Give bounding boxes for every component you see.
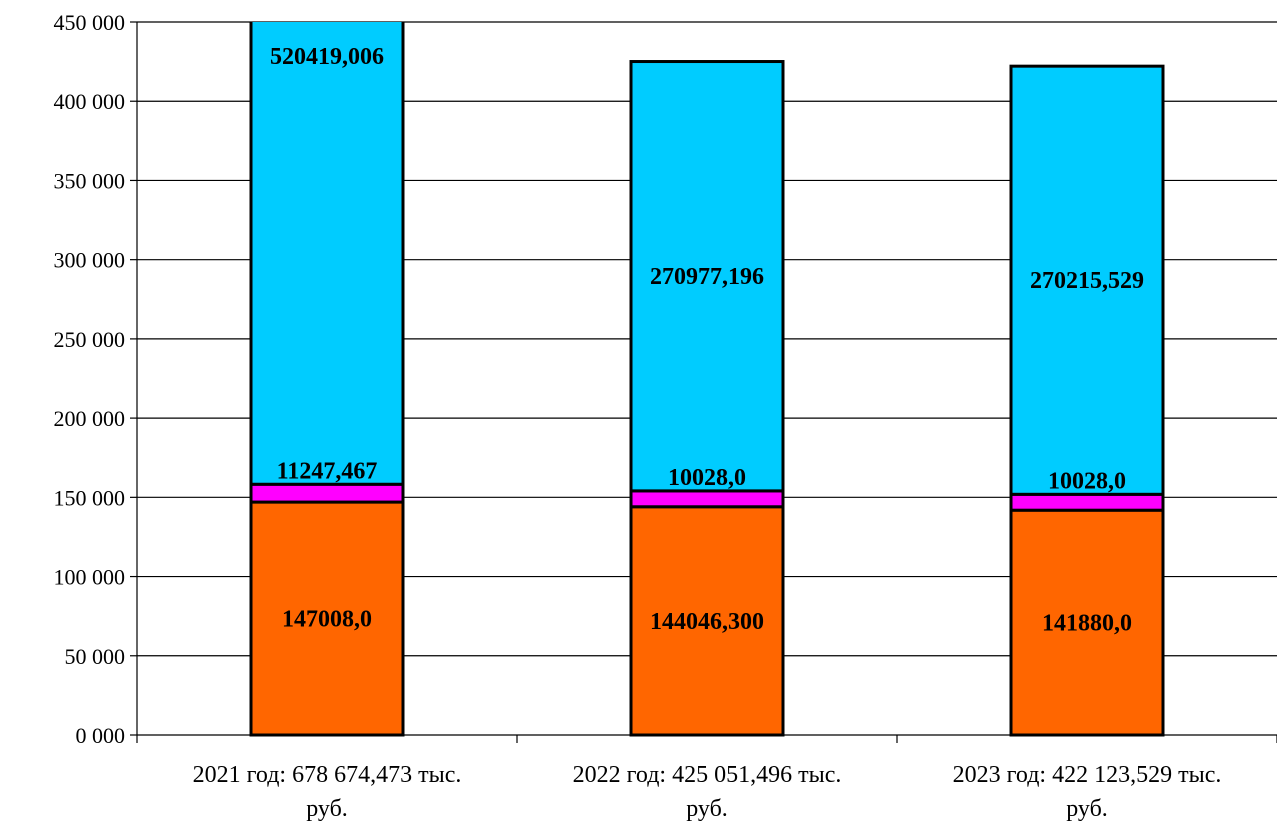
y-tick-label: 300 000: [54, 248, 126, 273]
data-label: 270977,196: [650, 264, 764, 290]
bar-segment: [1009, 64, 1165, 496]
x-category-label: 2023 год: 422 123,529 тыс.: [953, 762, 1222, 788]
data-label: 10028,0: [668, 465, 746, 491]
x-category-label: 2022 год: 425 051,496 тыс.: [573, 762, 842, 788]
x-category-label: 2021 год: 678 674,473 тыс.: [193, 762, 462, 788]
axes: [136, 22, 1277, 743]
data-label: 270215,529: [1030, 268, 1144, 294]
y-tick-label: 100 000: [54, 565, 126, 590]
data-label: 11247,467: [277, 458, 378, 484]
y-tick-label: 250 000: [54, 327, 126, 352]
data-label: 10028,0: [1048, 468, 1126, 494]
x-category-label: руб.: [306, 796, 348, 822]
x-category-label: руб.: [1066, 796, 1108, 822]
bar-segment: [1009, 492, 1165, 512]
bar-segment: [1009, 508, 1165, 737]
x-category-label: руб.: [686, 796, 728, 822]
y-tick-label: 350 000: [54, 168, 126, 193]
data-labels: 147008,0 11247,467 520419,006 144046,300 100…: [270, 44, 1144, 637]
y-tick-label: 200 000: [54, 406, 126, 431]
bar-segment: [249, 22, 405, 486]
bar-segment: [249, 482, 405, 504]
y-tick-label: 450 000: [54, 10, 126, 35]
x-category-labels: 2021 год: 678 674,473 тыс. руб. 2022 год: …: [193, 762, 1222, 822]
y-tick-labels: 0 000 50 000 100 000 150 000 200 000 250 000 3…: [54, 10, 137, 748]
y-tick-label: 50 000: [65, 644, 126, 669]
data-label: 520419,006: [270, 44, 384, 70]
data-label: 141880,0: [1042, 611, 1132, 637]
y-tick-label: 150 000: [54, 485, 126, 510]
bars: [249, 22, 1165, 737]
y-tick-label: 0 000: [76, 723, 126, 748]
bar-segment: [629, 489, 785, 509]
y-tick-label: 400 000: [54, 89, 126, 114]
bar-segment: [629, 60, 785, 493]
bar-segment: [249, 500, 405, 737]
data-label: 144046,300: [650, 609, 764, 635]
data-label: 147008,0: [282, 607, 372, 633]
